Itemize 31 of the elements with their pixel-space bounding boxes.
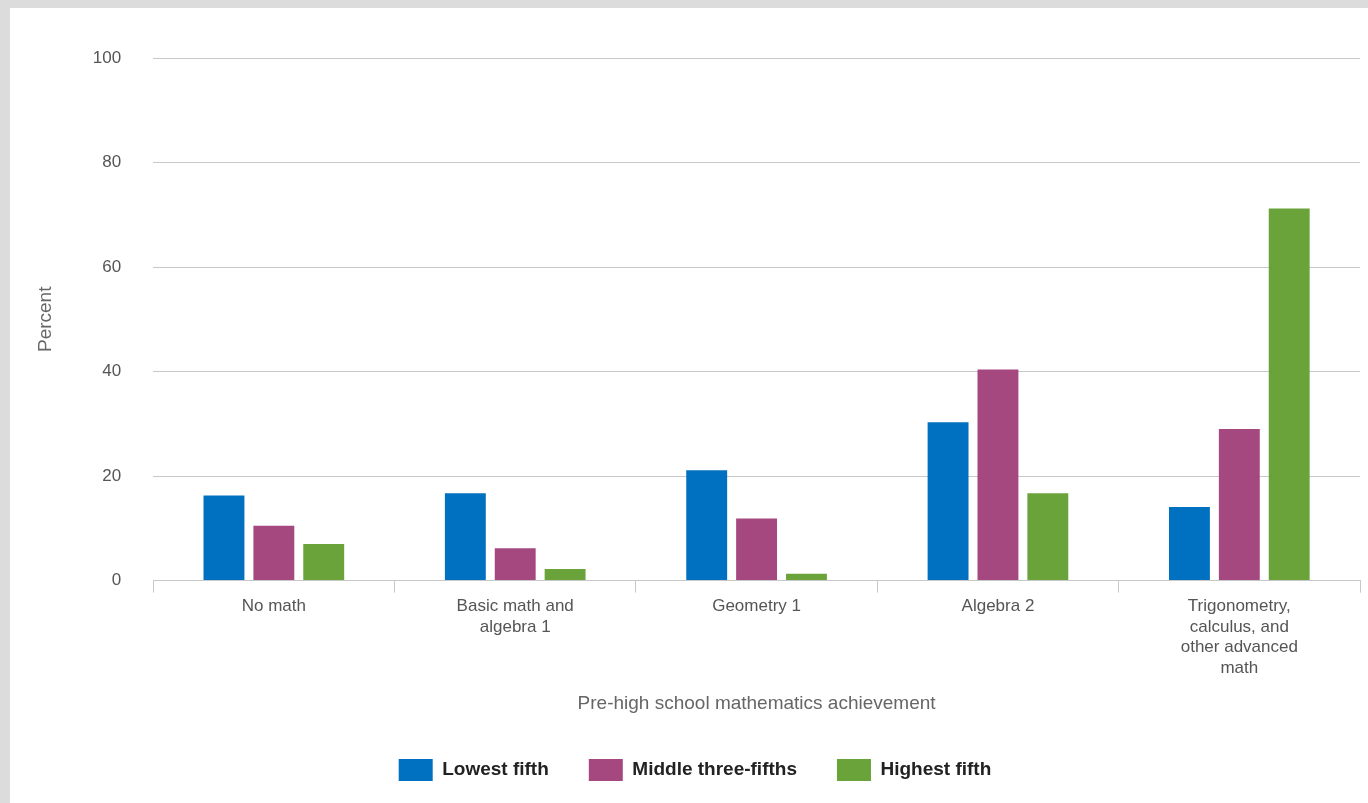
bar bbox=[927, 422, 969, 581]
x-tick-label: Trigonometry, calculus, and other advanced math bbox=[1180, 596, 1298, 677]
x-tick-label: Basic math and algebra 1 bbox=[456, 596, 574, 636]
y-tick-label: 40 bbox=[102, 361, 122, 381]
y-tick-label: 0 bbox=[111, 570, 122, 590]
bar bbox=[544, 569, 586, 581]
y-tick-label: 20 bbox=[102, 465, 122, 485]
bar bbox=[494, 548, 536, 581]
bar bbox=[736, 518, 778, 581]
bar bbox=[686, 470, 728, 581]
bar bbox=[786, 573, 827, 581]
legend-label: Lowest fifth bbox=[442, 758, 549, 780]
y-tick-label: 80 bbox=[102, 152, 122, 172]
bar bbox=[303, 544, 345, 581]
bar bbox=[1027, 493, 1069, 581]
bar bbox=[1218, 429, 1260, 581]
bar bbox=[444, 493, 486, 581]
x-axis-title: Pre-high school mathematics achievement bbox=[577, 691, 937, 713]
bar bbox=[253, 525, 295, 581]
x-tick-label: Algebra 2 bbox=[961, 596, 1035, 616]
x-tick-label: No math bbox=[241, 596, 306, 616]
y-axis-title: Percent bbox=[33, 285, 55, 353]
x-tick-label: Geometry 1 bbox=[712, 596, 801, 616]
legend-label: Middle three-fifths bbox=[632, 758, 797, 780]
bar bbox=[1168, 506, 1210, 581]
bar bbox=[203, 495, 245, 581]
y-tick-label: 100 bbox=[92, 47, 122, 67]
y-tick-label: 60 bbox=[102, 256, 122, 276]
bar bbox=[1268, 208, 1310, 581]
bar bbox=[977, 369, 1019, 581]
legend-label: Highest fifth bbox=[880, 758, 992, 780]
